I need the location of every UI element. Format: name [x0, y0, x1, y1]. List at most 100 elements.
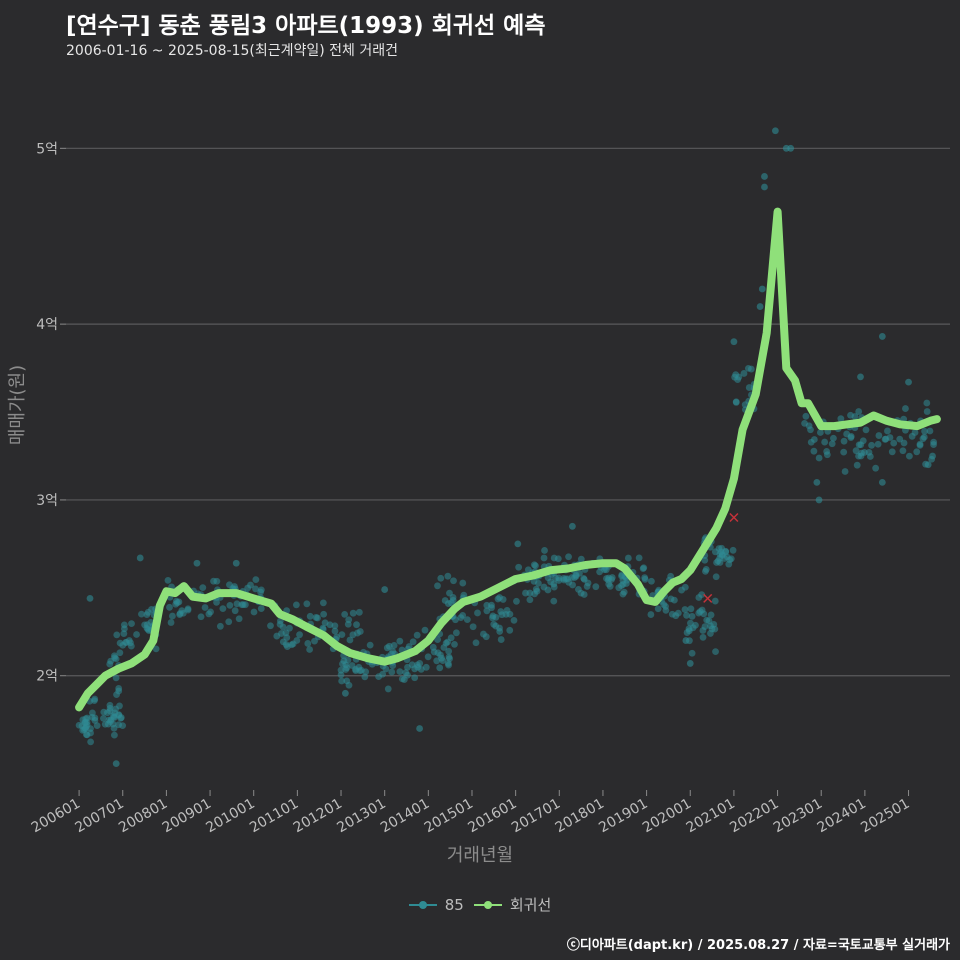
scatter-point	[361, 673, 369, 681]
scatter-point	[712, 573, 720, 581]
scatter-point	[413, 631, 421, 639]
scatter-point	[503, 606, 511, 614]
scatter-point	[840, 437, 848, 445]
x-tick-label: 202001	[640, 796, 694, 837]
scatter-point	[488, 604, 495, 612]
scatter-point	[416, 725, 423, 732]
x-tick-label: 201001	[203, 796, 257, 837]
scatter-point	[113, 691, 120, 699]
scatter-point	[116, 649, 124, 657]
scatter-point	[344, 620, 352, 628]
scatter-point	[379, 670, 387, 678]
scatter-point	[442, 639, 450, 647]
scatter-point	[905, 378, 912, 386]
scatter-point	[855, 452, 862, 460]
scatter-point	[608, 574, 616, 581]
scatter-point	[732, 399, 740, 406]
x-tick-label: 202201	[727, 796, 781, 837]
scatter-point	[884, 427, 891, 435]
scatter-point	[526, 596, 534, 604]
scatter-point	[639, 565, 647, 573]
regression-line-series	[75, 207, 941, 712]
scatter-point	[226, 602, 234, 609]
scatter-point	[580, 576, 588, 583]
scatter-point	[725, 560, 733, 568]
scatter-point	[899, 447, 907, 455]
y-tick-label: 4억	[36, 317, 58, 333]
scatter-point	[526, 589, 534, 597]
scatter-point	[279, 623, 287, 631]
scatter-point	[494, 595, 502, 603]
scatter-point	[837, 415, 845, 423]
scatter-point	[341, 689, 349, 697]
scatter-point	[303, 600, 311, 608]
scatter-point	[606, 582, 614, 590]
scatter-point	[346, 636, 354, 644]
scatter-point	[111, 731, 118, 739]
x-tick-label: 201901	[596, 796, 650, 837]
scatter-point	[905, 452, 913, 460]
y-axis-ticks: 2억 3억 4억 5억	[36, 141, 66, 685]
scatter-point	[100, 714, 107, 722]
scatter-point	[878, 333, 886, 340]
scatter-point	[886, 434, 894, 441]
scatter-point	[434, 636, 441, 644]
scatter-point	[857, 373, 864, 381]
scatter-point	[133, 631, 140, 638]
scatter-point	[152, 645, 160, 653]
x-tick-label: 200901	[160, 796, 214, 837]
scatter-point	[78, 722, 86, 730]
scatter-point	[267, 622, 274, 630]
scatter-point	[699, 633, 707, 641]
scatter-point	[890, 439, 898, 447]
x-tick-label: 202301	[771, 796, 825, 837]
scatter-point	[695, 594, 703, 601]
scatter-point	[830, 434, 837, 442]
scatter-point	[930, 441, 937, 448]
scatter-point	[421, 626, 429, 634]
scatter-point	[87, 738, 95, 746]
scatter-series-85	[75, 127, 938, 768]
scatter-point	[138, 610, 145, 618]
scatter-point	[805, 422, 813, 430]
scatter-point	[144, 625, 152, 633]
scatter-point	[810, 436, 818, 443]
scatter-point	[635, 554, 643, 562]
scatter-point	[304, 640, 312, 647]
scatter-point	[920, 433, 928, 441]
scatter-point	[923, 408, 931, 415]
scatter-point	[338, 677, 346, 685]
scatter-point	[550, 597, 558, 605]
scatter-point	[87, 725, 94, 733]
scatter-point	[492, 613, 500, 621]
scatter-point	[648, 577, 655, 585]
scatter-point	[390, 642, 398, 649]
scatter-point	[758, 285, 766, 293]
scatter-point	[802, 412, 810, 420]
scatter-point	[252, 576, 260, 583]
annotation-x-marker	[703, 593, 713, 603]
scatter-point	[828, 440, 836, 448]
scatter-point	[496, 628, 504, 635]
legend-item-regression: 회귀선	[473, 894, 551, 915]
scatter-point	[362, 668, 370, 676]
scatter-point	[711, 548, 719, 556]
scatter-point	[396, 637, 404, 645]
annotation-x-marker	[729, 512, 739, 523]
scatter-point	[550, 580, 558, 588]
scatter-point	[654, 605, 662, 613]
scatter-point	[282, 629, 290, 637]
x-tick-label: 201401	[378, 796, 432, 837]
scatter-point	[874, 440, 882, 448]
scatter-point	[688, 612, 696, 620]
scatter-point	[577, 555, 585, 563]
scatter-point	[111, 709, 119, 717]
scatter-point	[207, 608, 214, 616]
scatter-point	[422, 663, 430, 671]
scatter-point	[91, 714, 99, 722]
x-axis-label: 거래년월	[446, 845, 514, 866]
scatter-point	[164, 577, 172, 584]
scatter-point	[199, 584, 207, 592]
scatter-point	[727, 555, 735, 563]
footer-credit: ⓒ디아파트(dapt.kr) / 2025.08.27 / 자료=국토교통부 실…	[566, 938, 950, 953]
